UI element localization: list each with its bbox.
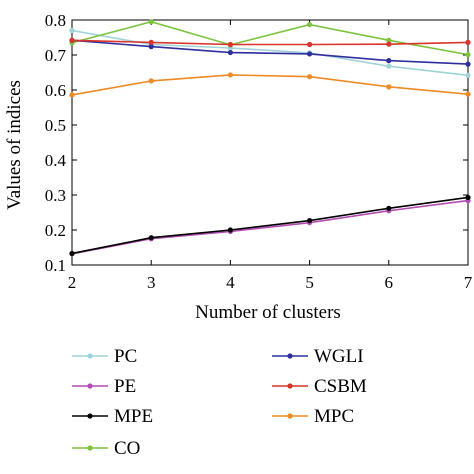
data-point-pc xyxy=(69,27,75,34)
legend-item-mpc: MPC xyxy=(272,406,354,427)
legend-label: MPC xyxy=(314,406,354,427)
data-point-wgli xyxy=(227,49,233,56)
series-line-pe xyxy=(71,199,469,255)
y-tick-label: 0.4 xyxy=(45,151,67,170)
x-tick-label: 4 xyxy=(226,273,235,292)
legend-item-wgli: WGLI xyxy=(272,346,364,367)
legend-swatch-marker xyxy=(287,413,293,419)
series-line-mpc xyxy=(71,74,469,96)
series-pe xyxy=(69,198,471,257)
legend-label: CO xyxy=(114,438,140,459)
legend-item-pc: PC xyxy=(72,346,137,367)
data-point-mpc xyxy=(148,78,154,84)
data-point-csbm xyxy=(465,39,471,46)
y-tick-label: 0.7 xyxy=(45,46,67,65)
data-point-mpe xyxy=(465,194,471,201)
data-point-pc xyxy=(386,63,392,69)
data-point-pc xyxy=(465,72,471,78)
legend-label: PC xyxy=(114,346,137,367)
series-line-mpe xyxy=(71,196,469,255)
y-tick-label: 0.8 xyxy=(45,11,66,30)
x-tick-label: 2 xyxy=(68,273,77,292)
legend-item-co: CO xyxy=(72,438,140,459)
legend-label: WGLI xyxy=(314,346,364,367)
x-tick-label: 6 xyxy=(385,273,394,292)
x-axis-title: Number of clusters xyxy=(195,302,341,323)
plot-area xyxy=(71,19,469,266)
series-line-co xyxy=(71,20,469,56)
data-point-mpe xyxy=(227,227,233,233)
legend-swatch-marker xyxy=(87,353,93,359)
legend-item-mpe: MPE xyxy=(72,406,153,427)
data-point-co xyxy=(148,19,154,25)
legend-swatch-marker xyxy=(287,353,293,359)
legend-label: MPE xyxy=(114,406,153,427)
data-point-csbm xyxy=(69,37,75,43)
data-point-mpc xyxy=(307,74,313,80)
y-tick-label: 0.5 xyxy=(45,116,66,135)
data-point-mpc xyxy=(465,91,471,97)
series-line-csbm xyxy=(71,39,469,46)
y-tick-label: 0.1 xyxy=(45,256,66,275)
plot-frame xyxy=(71,19,469,266)
data-point-mpc xyxy=(69,92,75,98)
legend-label: CSBM xyxy=(314,376,367,397)
data-point-co xyxy=(307,21,313,28)
data-point-wgli xyxy=(465,61,471,67)
data-point-wgli xyxy=(386,58,392,64)
y-axis-title: Values of indices xyxy=(4,80,25,210)
series-line-wgli xyxy=(71,39,469,65)
y-tick-label: 0.3 xyxy=(45,186,66,205)
series-mpc xyxy=(69,72,471,98)
legend-label: PE xyxy=(114,376,136,397)
legend-swatch-marker xyxy=(287,383,293,389)
legend: PC PE MPE CO WGLI CSBM MPC xyxy=(72,346,367,459)
data-point-csbm xyxy=(148,39,154,46)
legend-swatch-marker xyxy=(87,413,93,419)
data-point-mpc xyxy=(386,84,392,90)
data-point-mpe xyxy=(386,205,392,211)
x-axis-ticks: 2 3 4 5 6 7 xyxy=(68,20,473,292)
y-tick-label: 0.2 xyxy=(45,221,66,240)
data-point-co xyxy=(465,52,471,58)
series-layer xyxy=(69,19,471,257)
data-point-csbm xyxy=(227,41,233,48)
series-co xyxy=(69,19,471,58)
series-mpe xyxy=(69,194,471,257)
x-tick-label: 5 xyxy=(305,273,314,292)
series-csbm xyxy=(69,37,471,48)
data-point-mpe xyxy=(307,217,313,224)
x-tick-label: 7 xyxy=(464,273,473,292)
data-point-co xyxy=(386,37,392,43)
legend-item-pe: PE xyxy=(72,376,136,397)
x-tick-label: 3 xyxy=(147,273,156,292)
legend-item-csbm: CSBM xyxy=(272,376,367,397)
y-axis-ticks: 0.1 0.2 0.3 0.4 0.5 0.6 0.7 0.8 xyxy=(45,11,468,275)
legend-swatch-marker xyxy=(87,445,93,451)
data-point-mpe xyxy=(148,235,154,241)
data-point-wgli xyxy=(148,44,154,50)
data-point-csbm xyxy=(307,41,313,48)
data-point-mpc xyxy=(227,72,233,78)
data-point-mpe xyxy=(69,250,75,257)
data-point-wgli xyxy=(307,51,313,57)
legend-swatch-marker xyxy=(87,383,93,389)
y-tick-label: 0.6 xyxy=(45,81,66,100)
data-point-csbm xyxy=(386,41,392,47)
